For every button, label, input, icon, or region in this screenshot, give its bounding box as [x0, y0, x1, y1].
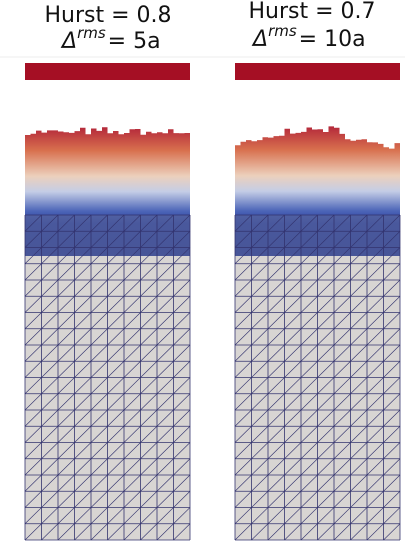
delta-label: Δrms= 5a [60, 24, 161, 54]
delta-value: = 5a [108, 29, 161, 54]
delta-label: Δrms= 10a [251, 22, 366, 52]
delta-value: = 10a [299, 27, 366, 52]
top-plate [25, 63, 190, 80]
delta-symbol: Δ [251, 27, 268, 52]
hurst-label: Hurst = 0.8 [44, 3, 171, 28]
page: {"panels": [ {"hurst": "Hurst = 0.8", "d… [0, 0, 405, 550]
delta-superscript: rms [77, 24, 106, 42]
delta-superscript: rms [268, 22, 297, 40]
figure: Hurst = 0.8 Δrms= 5a Hurst = 0.7 Δrms= 1… [0, 0, 405, 550]
delta-symbol: Δ [60, 29, 77, 54]
top-plate [235, 63, 400, 80]
hurst-label: Hurst = 0.7 [248, 0, 375, 24]
